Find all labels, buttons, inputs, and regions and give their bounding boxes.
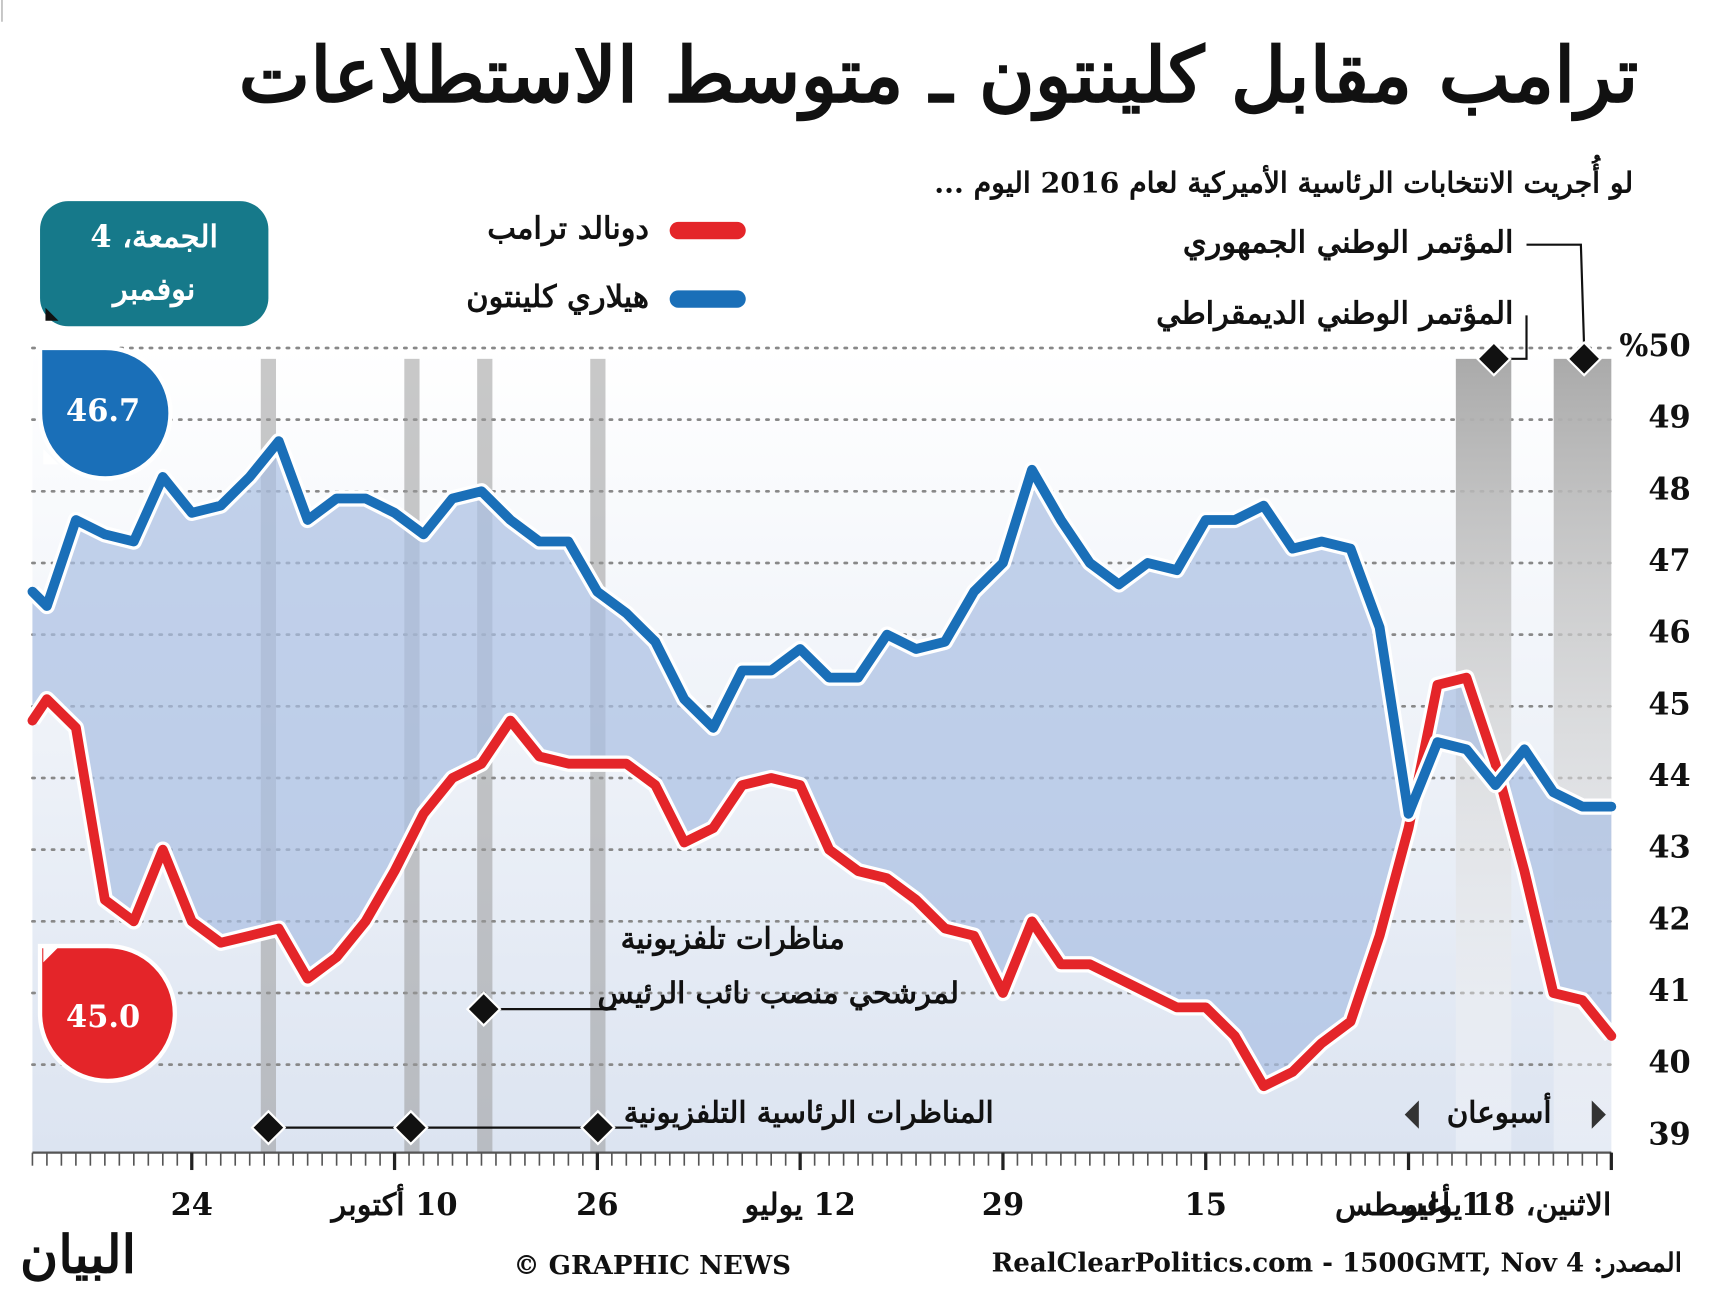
y-tick-label: 49: [1648, 400, 1690, 436]
date-box: [40, 201, 269, 327]
x-tick-label: 29: [982, 1187, 1024, 1223]
corner: [45, 307, 59, 321]
date-label: الجمعة، 4: [90, 219, 218, 255]
y-tick-label: 45: [1648, 686, 1690, 722]
x-tick-label: 12 يوليو: [742, 1187, 855, 1223]
y-tick-label: %50: [1619, 328, 1690, 364]
x-tick-label: 24: [171, 1187, 213, 1223]
date-label: نوفمبر: [111, 271, 195, 307]
y-tick-label: 41: [1648, 973, 1690, 1009]
legend-label: هيلاري كلينتون: [466, 279, 649, 315]
title: ترامب مقابل كلينتون ـ متوسط الاستطلاعات: [239, 31, 1639, 122]
subtitle: لو أُجريت الانتخابات الرئاسية الأميركية …: [934, 155, 1633, 200]
logo: البيان: [20, 1225, 136, 1286]
marker: [1566, 340, 1602, 377]
y-tick-label: 44: [1648, 758, 1690, 794]
annotation: مناظرات تلفزيونية: [621, 921, 845, 957]
annotation: المناظرات الرئاسية التلفزيونية: [624, 1095, 994, 1131]
annotation: المؤتمر الوطني الجمهوري: [1183, 225, 1514, 261]
source: المصدر: RealClearPolitics.com - 1500GMT,…: [992, 1249, 1682, 1279]
y-tick-label: 47: [1648, 543, 1690, 579]
legend: دونالد ترامب هيلاري كلينتون: [466, 211, 746, 315]
legend-label: دونالد ترامب: [487, 211, 649, 247]
final-bubble: [37, 943, 178, 1084]
series-line: [27, 672, 1617, 1092]
gap-area: [32, 441, 1612, 1087]
arrow: [1404, 1100, 1419, 1129]
marker: [465, 991, 502, 1027]
final-label: 45.0: [66, 999, 140, 1035]
x-tick-label: 1 أغسطس: [1335, 1184, 1482, 1223]
y-tick-label: 40: [1648, 1045, 1690, 1081]
series-line: [27, 436, 1617, 819]
leader-line: [1526, 243, 1586, 349]
y-tick-label: 39: [1648, 1116, 1690, 1152]
final-label: 46.7: [66, 393, 140, 429]
x-tick-label: 15: [1185, 1187, 1227, 1223]
credit: © GRAPHIC NEWS: [514, 1251, 791, 1281]
y-tick-label: 48: [1648, 471, 1690, 507]
y-tick-label: 42: [1648, 901, 1690, 937]
marker: [392, 1109, 429, 1146]
marker: [580, 1109, 616, 1146]
y-tick-label: 43: [1648, 830, 1690, 866]
annotation: لمرشحي منصب نائب الرئيس: [598, 975, 959, 1011]
x-tick-label: 10 أكتوبر: [330, 1184, 458, 1223]
marker: [250, 1109, 287, 1146]
arrow: [1591, 1100, 1606, 1129]
final-bubble: [37, 345, 173, 481]
corner: [43, 449, 59, 465]
annotation: أسبوعان: [1447, 1093, 1552, 1131]
annotation: المؤتمر الوطني الديمقراطي: [1156, 295, 1513, 331]
x-tick-label: الاثنين، 18 يوليو: [1402, 1187, 1612, 1223]
marker: [1476, 340, 1512, 377]
y-tick-label: 46: [1648, 615, 1690, 651]
x-tick-label: 26: [576, 1187, 618, 1223]
plot: [25, 433, 1618, 1095]
